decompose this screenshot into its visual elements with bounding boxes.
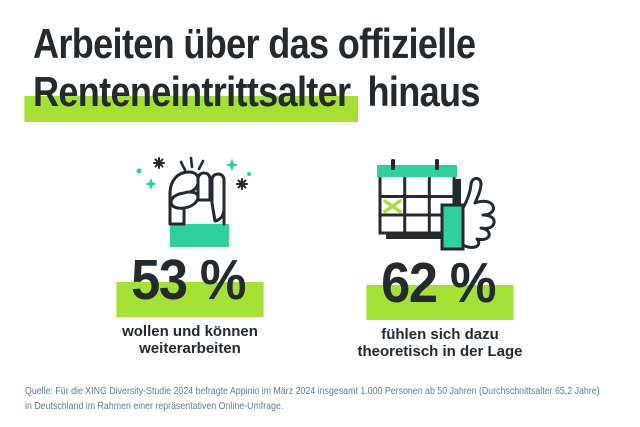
stat-value-1-wrap: 53 % xyxy=(90,250,290,318)
stat-block-theoretisch: 62 % fühlen sich dazu theoretisch in der… xyxy=(340,150,540,360)
stat-label-1-line-1: wollen und können xyxy=(122,323,258,341)
source-note-line-1: Quelle: Für die XING Diversity-Studie 20… xyxy=(25,385,600,397)
source-note: Quelle: Für die XING Diversity-Studie 20… xyxy=(25,384,630,414)
page-title: Arbeiten über das offizielle Renteneintr… xyxy=(24,20,553,122)
title-highlighted-word: Renteneintrittsalter xyxy=(24,68,359,122)
stat-label-2-line-2: theoretisch in der Lage xyxy=(357,343,523,361)
source-note-line-2: in Deutschland im Rahmen einer repräsent… xyxy=(25,400,284,412)
stat-block-weiterarbeiten: 53 % wollen und können weiterarbeiten xyxy=(90,150,290,357)
stat-label-1-line-2: weiterarbeiten xyxy=(139,340,241,358)
title-line-1: Arbeiten über das offizielle xyxy=(33,20,476,67)
stat-label-2: fühlen sich dazu theoretisch in der Lage xyxy=(340,326,540,360)
title-line-2-rest: hinaus xyxy=(367,68,480,115)
stat-value-1: 53 % xyxy=(116,250,264,318)
title-line-2: Renteneintrittsalter hinaus xyxy=(24,68,480,122)
stat-value-2-wrap: 62 % xyxy=(340,253,540,321)
stat-value-2: 62 % xyxy=(366,253,514,321)
raised-fist-icon xyxy=(90,150,290,250)
stat-label-2-line-1: fühlen sich dazu xyxy=(381,326,499,344)
stat-label-1: wollen und können weiterarbeiten xyxy=(90,323,290,357)
calendar-thumbs-up-icon xyxy=(340,158,540,253)
